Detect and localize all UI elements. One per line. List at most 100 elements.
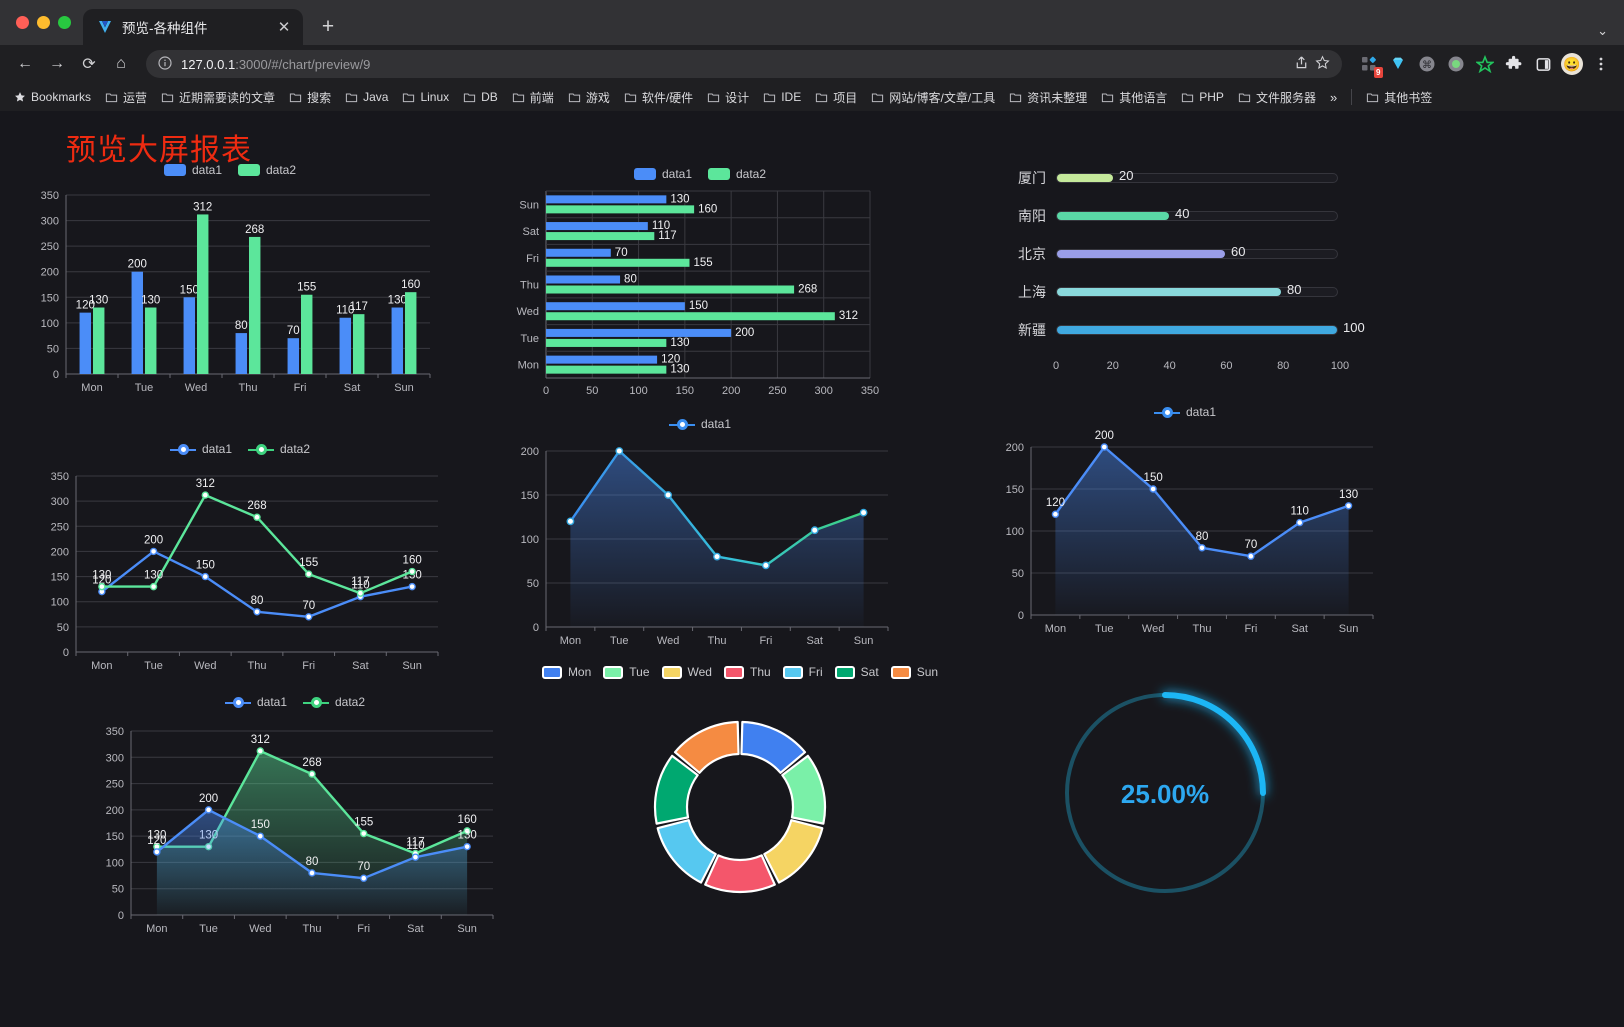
data-point[interactable]: [149, 582, 158, 591]
legend-item-sun[interactable]: Sun: [890, 665, 938, 679]
data-point[interactable]: [253, 608, 261, 616]
bookmark-folder[interactable]: DB: [457, 87, 504, 107]
data-point[interactable]: [1296, 518, 1304, 527]
progress-row[interactable]: 新疆 100: [1000, 311, 1400, 349]
close-tab-button[interactable]: ✕: [277, 18, 291, 36]
legend-item-data2[interactable]: data2: [248, 442, 310, 456]
bar[interactable]: [405, 292, 417, 374]
data-point[interactable]: [308, 770, 316, 778]
bar[interactable]: [287, 338, 299, 374]
legend-item-wed[interactable]: Wed: [661, 665, 712, 679]
chart-donut[interactable]: Mon Tue Wed Thu Fri Sat Sun: [525, 659, 955, 949]
chevron-down-icon[interactable]: ⌄: [1597, 23, 1608, 38]
bar[interactable]: [93, 307, 105, 374]
other-bookmarks-button[interactable]: 其他书签: [1360, 86, 1438, 109]
legend-item-thu[interactable]: Thu: [723, 665, 771, 679]
pie-slice[interactable]: [763, 819, 824, 884]
star-extension-icon[interactable]: [1472, 51, 1498, 77]
star-outline-icon[interactable]: [1315, 55, 1330, 73]
data-point[interactable]: [1100, 443, 1108, 451]
data-point[interactable]: [201, 572, 209, 581]
data-point[interactable]: [308, 869, 316, 877]
data-point[interactable]: [305, 613, 313, 621]
bar[interactable]: [546, 232, 655, 241]
data-point[interactable]: [408, 582, 416, 591]
bar[interactable]: [546, 328, 732, 337]
reload-button[interactable]: ⟳: [82, 56, 96, 73]
bookmark-folder[interactable]: 文件服务器: [1232, 86, 1322, 109]
bar[interactable]: [546, 302, 685, 311]
legend-item-data2[interactable]: data2: [708, 167, 766, 181]
bar[interactable]: [353, 314, 365, 374]
legend-item-fri[interactable]: Fri: [782, 665, 823, 679]
close-window-button[interactable]: [16, 16, 29, 29]
data-point[interactable]: [204, 806, 213, 814]
data-point[interactable]: [411, 853, 420, 861]
progress-track[interactable]: 80: [1056, 282, 1338, 297]
data-point[interactable]: [463, 827, 471, 835]
data-point[interactable]: [356, 589, 365, 597]
progress-track[interactable]: 60: [1056, 244, 1338, 259]
avatar[interactable]: 😀: [1559, 51, 1585, 77]
chart-line-gradient[interactable]: data1 0 50 100 150 200 Mon Tue Wed Thu Fri Sat Sun: [500, 411, 900, 681]
bar[interactable]: [546, 355, 658, 364]
progress-row[interactable]: 南阳 40: [1000, 197, 1400, 235]
data-point[interactable]: [201, 491, 209, 499]
bar[interactable]: [546, 222, 648, 231]
profile-avatar[interactable]: 😀: [1561, 53, 1583, 75]
info-circle-icon[interactable]: [158, 55, 172, 73]
progress-track[interactable]: 40: [1056, 206, 1338, 221]
bar[interactable]: [249, 236, 261, 374]
bar[interactable]: [546, 312, 835, 321]
bar[interactable]: [546, 285, 795, 294]
chart-area-single[interactable]: data1 0 50 100 150 200 Mon Tue Wed Thu Fri Sat Sun 1…: [985, 399, 1385, 669]
data-point[interactable]: [810, 526, 819, 535]
legend-item-data1[interactable]: data1: [668, 417, 731, 431]
chart-area-double[interactable]: data1 data2 0 50 100 150 200 250 300 350 Mon Tue W…: [85, 689, 505, 969]
diamond-extension-icon[interactable]: [1385, 51, 1411, 77]
chart-line-basic[interactable]: data1 data2 0 50 100 150 200 250 300 350 Mon Tue W…: [30, 436, 450, 706]
bar[interactable]: [301, 294, 313, 374]
sidepanel-icon[interactable]: [1530, 51, 1556, 77]
bookmark-folder[interactable]: 其他语言: [1095, 86, 1173, 109]
chart-bar-horizontal[interactable]: data1 data2 0 50 100 150 200 250 300 350 Sun 130 1…: [500, 159, 900, 434]
bookmark-folder[interactable]: 软件/硬件: [618, 86, 699, 109]
bookmark-folder[interactable]: 前端: [506, 86, 560, 109]
pie-slice[interactable]: [704, 854, 776, 894]
progress-track[interactable]: 20: [1056, 168, 1338, 183]
progress-track[interactable]: 100: [1056, 320, 1365, 335]
legend-item-data1[interactable]: data1: [163, 163, 222, 177]
bar[interactable]: [546, 195, 667, 204]
pie-slice[interactable]: [653, 754, 699, 825]
data-point[interactable]: [761, 561, 770, 570]
bar[interactable]: [131, 271, 143, 374]
data-point[interactable]: [360, 829, 368, 838]
address-bar[interactable]: 127.0.0.1:3000/#/chart/preview/9: [146, 50, 1342, 78]
minimize-window-button[interactable]: [37, 16, 50, 29]
command-extension-icon[interactable]: ⌘: [1414, 51, 1440, 77]
bookmark-folder[interactable]: Linux: [396, 87, 455, 107]
progress-row[interactable]: 北京 60: [1000, 235, 1400, 273]
progress-row[interactable]: 厦门 20: [1000, 159, 1400, 197]
bookmark-folder[interactable]: Java: [339, 87, 394, 107]
home-button[interactable]: ⌂: [116, 55, 126, 72]
bookmark-folder[interactable]: 运营: [99, 86, 153, 109]
bookmark-folder[interactable]: 近期需要读的文章: [155, 86, 281, 109]
bar[interactable]: [339, 317, 351, 374]
data-point[interactable]: [1198, 544, 1206, 552]
back-button[interactable]: ←: [17, 55, 33, 72]
data-point[interactable]: [1149, 485, 1157, 493]
data-point[interactable]: [256, 832, 264, 840]
maximize-window-button[interactable]: [58, 16, 71, 29]
data-point[interactable]: [615, 447, 624, 455]
data-point[interactable]: [713, 552, 721, 561]
pie-slice[interactable]: [673, 720, 740, 774]
puzzle-extension-icon[interactable]: [1501, 51, 1527, 77]
legend-item-data1[interactable]: data1: [633, 167, 692, 181]
bar[interactable]: [145, 307, 157, 374]
pie-slice[interactable]: [740, 720, 807, 774]
bookmark-folder[interactable]: 搜索: [283, 86, 337, 109]
legend-item-mon[interactable]: Mon: [541, 665, 591, 679]
forward-button[interactable]: →: [49, 55, 65, 72]
bar[interactable]: [79, 312, 91, 374]
